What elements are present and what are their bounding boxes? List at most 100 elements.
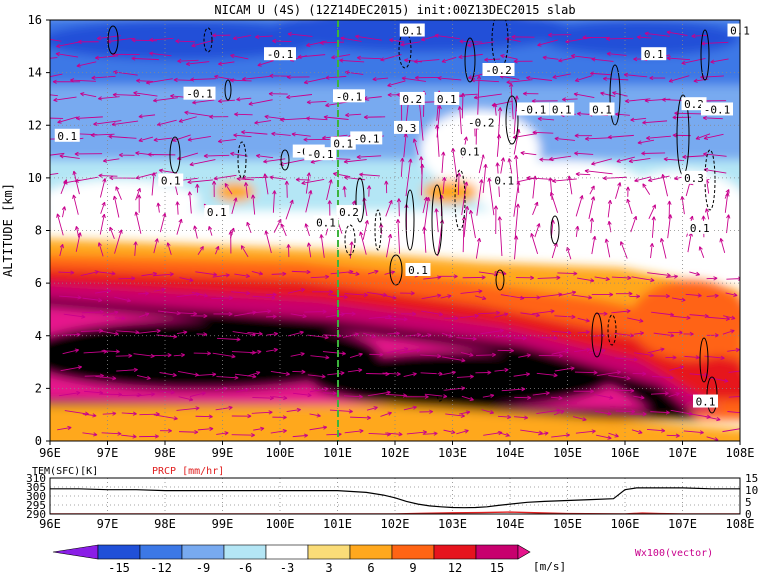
contour-line bbox=[389, 254, 403, 286]
wind-vector bbox=[331, 54, 351, 60]
sub-x-ticks: 96E 97E 98E 99E 100E 101E 102E 103E 104E 105E 106E… bbox=[39, 517, 754, 531]
wind-vector bbox=[651, 216, 656, 238]
wind-vector bbox=[628, 157, 651, 164]
wind-vector bbox=[413, 59, 440, 64]
wind-vector bbox=[63, 313, 86, 319]
wind-vector bbox=[57, 116, 78, 124]
wind-vector bbox=[406, 430, 427, 435]
wind-vector bbox=[327, 371, 345, 376]
sub-x-tick-label: 96E bbox=[39, 517, 61, 531]
wind-vector bbox=[114, 296, 132, 303]
sub-right-tick-label: 0 bbox=[745, 508, 752, 521]
y-tick-label: 10 bbox=[28, 171, 42, 185]
wind-vector bbox=[554, 314, 576, 320]
wind-vector bbox=[356, 55, 382, 61]
wind-vector bbox=[606, 51, 627, 57]
wind-vector bbox=[50, 94, 58, 97]
contour-label: 0.1 bbox=[690, 222, 710, 235]
y-axis-label: ALTITUDE [km] bbox=[1, 183, 15, 277]
wind-vector bbox=[325, 312, 345, 318]
wind-vector bbox=[306, 100, 327, 105]
field-core-violet-2 bbox=[50, 20, 320, 60]
wind-vector bbox=[724, 189, 730, 199]
wind-vector bbox=[153, 287, 166, 292]
wind-vector bbox=[614, 357, 638, 362]
wind-vector bbox=[441, 56, 457, 63]
sub-x-tick-label: 107E bbox=[668, 517, 697, 531]
wind-vector bbox=[685, 293, 702, 298]
wind-vector bbox=[573, 92, 595, 98]
wind-vector bbox=[231, 197, 238, 215]
wind-vector bbox=[423, 275, 442, 280]
temperature-line bbox=[50, 487, 740, 509]
x-tick-label: 97E bbox=[97, 446, 119, 460]
wind-vector bbox=[355, 34, 382, 41]
colorbar-cell bbox=[391, 544, 435, 560]
wind-vector bbox=[231, 290, 251, 296]
wind-vector bbox=[136, 78, 154, 83]
contour-line bbox=[280, 149, 290, 171]
wind-vector bbox=[231, 432, 255, 438]
wind-vector bbox=[193, 351, 211, 356]
wind-vector bbox=[173, 352, 186, 358]
wind-vector bbox=[241, 130, 268, 135]
wind-vector bbox=[372, 76, 389, 82]
wind-vector bbox=[400, 157, 405, 177]
contour-label: -0.1 bbox=[520, 103, 547, 116]
wind-vector bbox=[98, 173, 118, 178]
wind-vector bbox=[115, 353, 133, 358]
wind-vector bbox=[630, 117, 647, 122]
wind-vector bbox=[114, 316, 126, 321]
wind-vector bbox=[666, 56, 690, 61]
wind-vector bbox=[600, 91, 616, 97]
wind-vector bbox=[493, 205, 499, 235]
wind-vector bbox=[631, 429, 643, 435]
wind-vector bbox=[387, 80, 406, 87]
contour-label-bg bbox=[681, 170, 707, 184]
wind-vector bbox=[153, 137, 173, 142]
contour-line bbox=[224, 79, 232, 101]
sub-x-tick-label: 103E bbox=[438, 517, 467, 531]
wind-vector bbox=[460, 351, 474, 357]
y-tick-label: 0 bbox=[35, 434, 42, 448]
wind-vector bbox=[344, 311, 356, 316]
contour-line bbox=[700, 29, 710, 81]
wind-vector bbox=[224, 183, 233, 195]
wind-vector bbox=[59, 295, 82, 300]
wind-vector bbox=[243, 182, 249, 198]
wind-vector bbox=[272, 395, 288, 401]
contour-label: -0.1 bbox=[307, 148, 334, 161]
wind-vector bbox=[420, 353, 442, 359]
wind-vector bbox=[480, 328, 504, 335]
contour-label-bg bbox=[333, 89, 365, 103]
wind-vector bbox=[196, 332, 208, 337]
wind-vector bbox=[611, 309, 631, 314]
wind-vector bbox=[384, 180, 389, 194]
wind-vector bbox=[475, 370, 492, 375]
colorbar-cell bbox=[265, 544, 309, 560]
wind-vector bbox=[547, 32, 572, 38]
wind-vector bbox=[189, 391, 206, 397]
wind-vector bbox=[591, 292, 614, 297]
wind-vector bbox=[562, 97, 578, 102]
wind-vector bbox=[305, 172, 311, 194]
wind-vector bbox=[135, 187, 141, 201]
wind-vector bbox=[70, 78, 96, 83]
contour-labels: 0.1 0.1-0.1 0.1-0.2-0.1 -0.1 0.2 0.10.1 0.1 0.2… bbox=[54, 23, 753, 409]
contour-line bbox=[699, 337, 709, 383]
wind-vector bbox=[187, 179, 213, 185]
wind-vector bbox=[557, 271, 578, 276]
wind-vector bbox=[456, 336, 477, 341]
wind-vector bbox=[366, 185, 372, 197]
wind-vector bbox=[637, 139, 655, 145]
wind-vector bbox=[326, 179, 333, 201]
wind-vector bbox=[112, 195, 120, 218]
wind-vector bbox=[266, 347, 278, 353]
wind-vector bbox=[666, 30, 688, 36]
wind-vector bbox=[52, 79, 81, 84]
wind-vector bbox=[306, 242, 312, 258]
x-tick-label: 104E bbox=[496, 446, 525, 460]
wind-vector bbox=[574, 75, 593, 82]
wind-vector bbox=[50, 138, 58, 140]
colorbar-unit: [m/s] bbox=[533, 560, 566, 573]
